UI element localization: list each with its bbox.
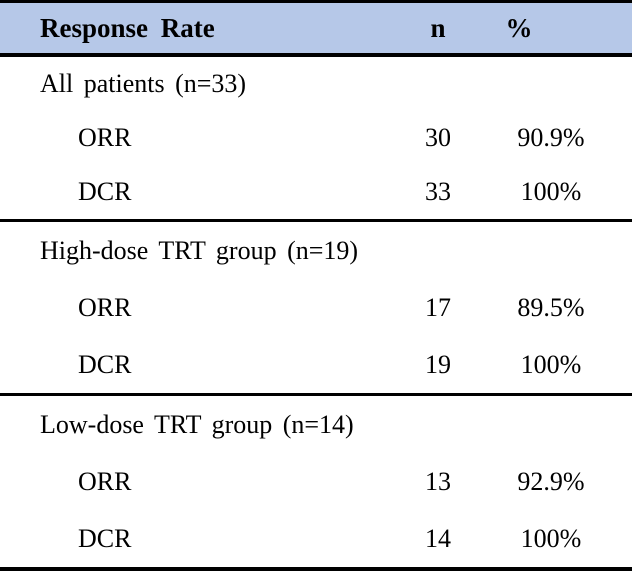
table-row: ORR 17 89.5% [0,279,632,336]
table-row: ORR 30 90.9% [0,111,632,165]
row-percent-value: 100% [520,349,582,379]
row-n-value: 17 [425,292,451,322]
section-low-dose-trt: Low-dose TRT group (n=14) ORR 13 92.9% D… [0,394,632,570]
row-label: DCR [78,177,132,206]
table-row: DCR 19 100% [0,336,632,395]
row-percent-value: 92.9% [517,466,585,496]
row-percent-value: 100% [520,177,582,206]
row-label: ORR [78,292,132,322]
row-percent-value: 90.9% [517,123,585,152]
row-label: DCR [78,349,132,379]
table-header: Response Rate n % [0,1,632,57]
row-percent-value: 89.5% [517,292,585,322]
section-title-row: Low-dose TRT group (n=14) [0,395,632,454]
row-n-value: 14 [425,523,451,553]
column-header-response-rate: Response Rate [0,1,400,57]
row-label: ORR [78,466,132,496]
row-percent-value: 100% [520,523,582,553]
section-title: Low-dose TRT group (n=14) [40,409,354,439]
table-row: DCR 14 100% [0,510,632,569]
row-n-value: 19 [425,349,451,379]
table-row: ORR 13 92.9% [0,453,632,510]
row-n-value: 30 [425,123,451,152]
row-n-value: 33 [425,177,451,206]
section-high-dose-trt: High-dose TRT group (n=19) ORR 17 89.5% … [0,220,632,395]
table-header-row: Response Rate n % [0,1,632,57]
section-title: All patients (n=33) [40,69,247,98]
section-all-patients: All patients (n=33) ORR 30 90.9% DCR 33 … [0,55,632,221]
table-row: DCR 33 100% [0,165,632,221]
section-title: High-dose TRT group (n=19) [40,235,359,265]
row-label: ORR [78,123,132,152]
column-header-n: n [400,1,476,57]
section-title-row: High-dose TRT group (n=19) [0,221,632,280]
row-label: DCR [78,523,132,553]
section-title-row: All patients (n=33) [0,55,632,111]
row-n-value: 13 [425,466,451,496]
column-header-percent: % [476,1,632,57]
